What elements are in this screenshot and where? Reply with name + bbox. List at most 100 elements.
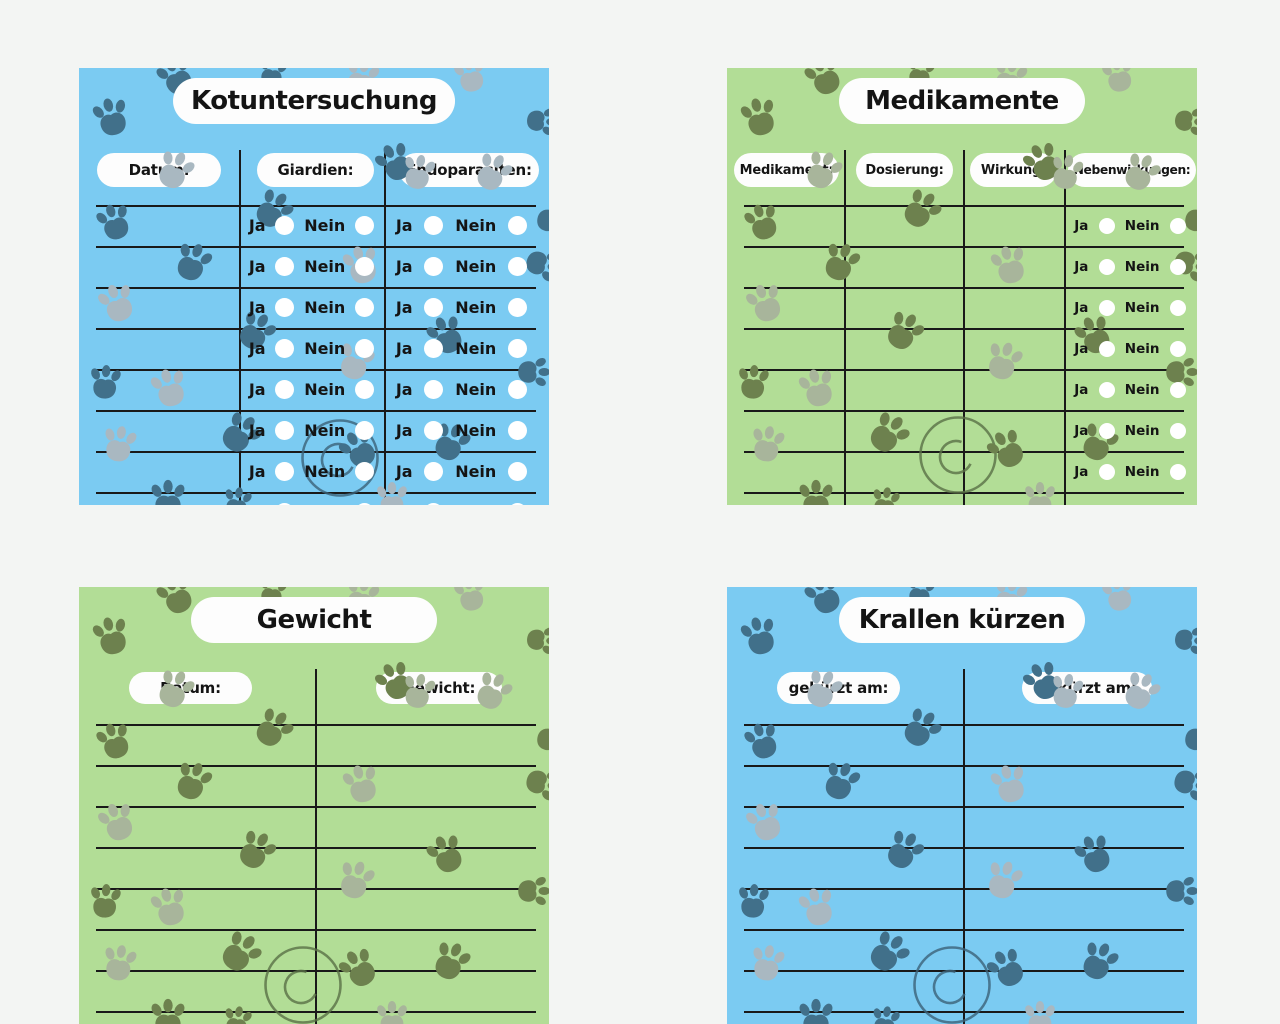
nein-radio[interactable] [508, 257, 528, 276]
ja-radio[interactable] [275, 216, 295, 235]
ja-label: Ja [1074, 505, 1088, 506]
nein-radio[interactable] [1169, 381, 1186, 398]
ja-radio[interactable] [424, 339, 444, 358]
column-divider [844, 150, 846, 505]
ja-label: Ja [1074, 340, 1089, 357]
nein-radio[interactable] [508, 216, 528, 235]
card-title-pill: Medikamente [839, 78, 1085, 124]
yes-no-cell: Ja Nein [239, 287, 384, 328]
ja-label: Ja [1074, 422, 1089, 439]
ja-radio[interactable] [424, 216, 444, 235]
ja-label: Ja [248, 216, 266, 235]
writing-rows [79, 587, 549, 1024]
nein-radio[interactable] [1169, 463, 1186, 480]
nein-radio[interactable] [355, 462, 375, 481]
row-line [744, 806, 1184, 808]
column-divider [384, 150, 386, 505]
card-medikamente: Medikament: Dosierung: Wirkung: Nebenwir… [727, 68, 1197, 505]
ja-radio[interactable] [275, 503, 295, 505]
ja-label: Ja [395, 257, 413, 276]
ja-radio[interactable] [275, 462, 295, 481]
nein-radio[interactable] [1169, 504, 1186, 505]
nein-radio[interactable] [508, 462, 528, 481]
nein-radio[interactable] [1169, 422, 1186, 439]
nein-radio[interactable] [1169, 299, 1186, 316]
nein-label: Nein [455, 421, 497, 440]
nein-radio[interactable] [508, 503, 528, 505]
row-line [744, 205, 1184, 207]
nein-label: Nein [1124, 258, 1160, 275]
nein-label: Nein [455, 298, 497, 317]
yes-no-cell: Ja Nein [1064, 451, 1196, 492]
row-line [96, 888, 536, 890]
ja-radio[interactable] [1098, 217, 1115, 234]
yes-no-cell: Ja Nein [239, 205, 384, 246]
row-line [744, 287, 1184, 289]
yes-no-cell: Ja Nein [1064, 369, 1196, 410]
ja-radio[interactable] [1098, 299, 1115, 316]
nein-radio[interactable] [355, 421, 375, 440]
row-line [96, 287, 536, 289]
nein-radio[interactable] [508, 421, 528, 440]
ja-radio[interactable] [424, 380, 444, 399]
row-line [96, 410, 536, 412]
column-header-giardien: Giardien: [257, 153, 374, 187]
column-header-dosierung: Dosierung: [856, 153, 953, 187]
ja-radio[interactable] [275, 257, 295, 276]
nein-radio[interactable] [355, 339, 375, 358]
nein-radio[interactable] [1169, 340, 1186, 357]
ja-radio[interactable] [424, 257, 444, 276]
nein-label: Nein [304, 421, 346, 440]
yes-no-cell: Ja Nein [384, 246, 539, 287]
nein-radio[interactable] [1169, 258, 1186, 275]
nein-radio[interactable] [1169, 217, 1186, 234]
row-line [96, 369, 536, 371]
yes-no-cell: Ja Nein [239, 410, 384, 451]
nein-radio[interactable] [508, 298, 528, 317]
ja-radio[interactable] [1098, 381, 1115, 398]
ja-radio[interactable] [1098, 422, 1115, 439]
ja-radio[interactable] [1098, 258, 1115, 275]
ja-label: Ja [396, 503, 413, 505]
nein-label: Nein [304, 298, 346, 317]
yes-no-cell: Ja Nein [384, 451, 539, 492]
nein-radio[interactable] [508, 380, 528, 399]
nein-label: Nein [304, 380, 346, 399]
nein-label: Nein [455, 380, 497, 399]
yes-no-cell: Ja Nein [384, 410, 539, 451]
nein-radio[interactable] [508, 339, 528, 358]
yes-no-cell: Ja Nein [239, 328, 384, 369]
ja-radio[interactable] [1098, 340, 1115, 357]
ja-radio[interactable] [1098, 463, 1115, 480]
nein-label: Nein [1124, 299, 1160, 316]
ja-label: Ja [395, 339, 413, 358]
ja-radio[interactable] [275, 298, 295, 317]
writing-rows [727, 587, 1197, 1024]
ja-radio[interactable] [275, 380, 295, 399]
ja-radio[interactable] [275, 421, 295, 440]
ja-radio[interactable] [424, 462, 444, 481]
yes-no-cell: Ja Nein [384, 369, 539, 410]
card-title: Krallen kürzen [858, 605, 1066, 635]
nein-radio[interactable] [355, 257, 375, 276]
nein-radio[interactable] [355, 216, 375, 235]
ja-radio[interactable] [1098, 504, 1115, 505]
nein-radio[interactable] [355, 298, 375, 317]
ja-label: Ja [1074, 258, 1089, 275]
ja-label: Ja [395, 421, 413, 440]
nein-radio[interactable] [355, 380, 375, 399]
nein-label: Nein [455, 503, 496, 505]
ja-label: Ja [1074, 381, 1089, 398]
yes-no-cell: Ja Nein [384, 287, 539, 328]
nein-label: Nein [304, 257, 346, 276]
yes-no-cell: Ja Nein [239, 369, 384, 410]
nein-label: Nein [1124, 381, 1160, 398]
ja-radio[interactable] [275, 339, 295, 358]
ja-radio[interactable] [424, 298, 444, 317]
nein-radio[interactable] [355, 503, 375, 505]
ja-label: Ja [395, 380, 413, 399]
ja-radio[interactable] [424, 421, 444, 440]
ja-radio[interactable] [424, 503, 444, 505]
card-title: Medikamente [865, 86, 1059, 116]
